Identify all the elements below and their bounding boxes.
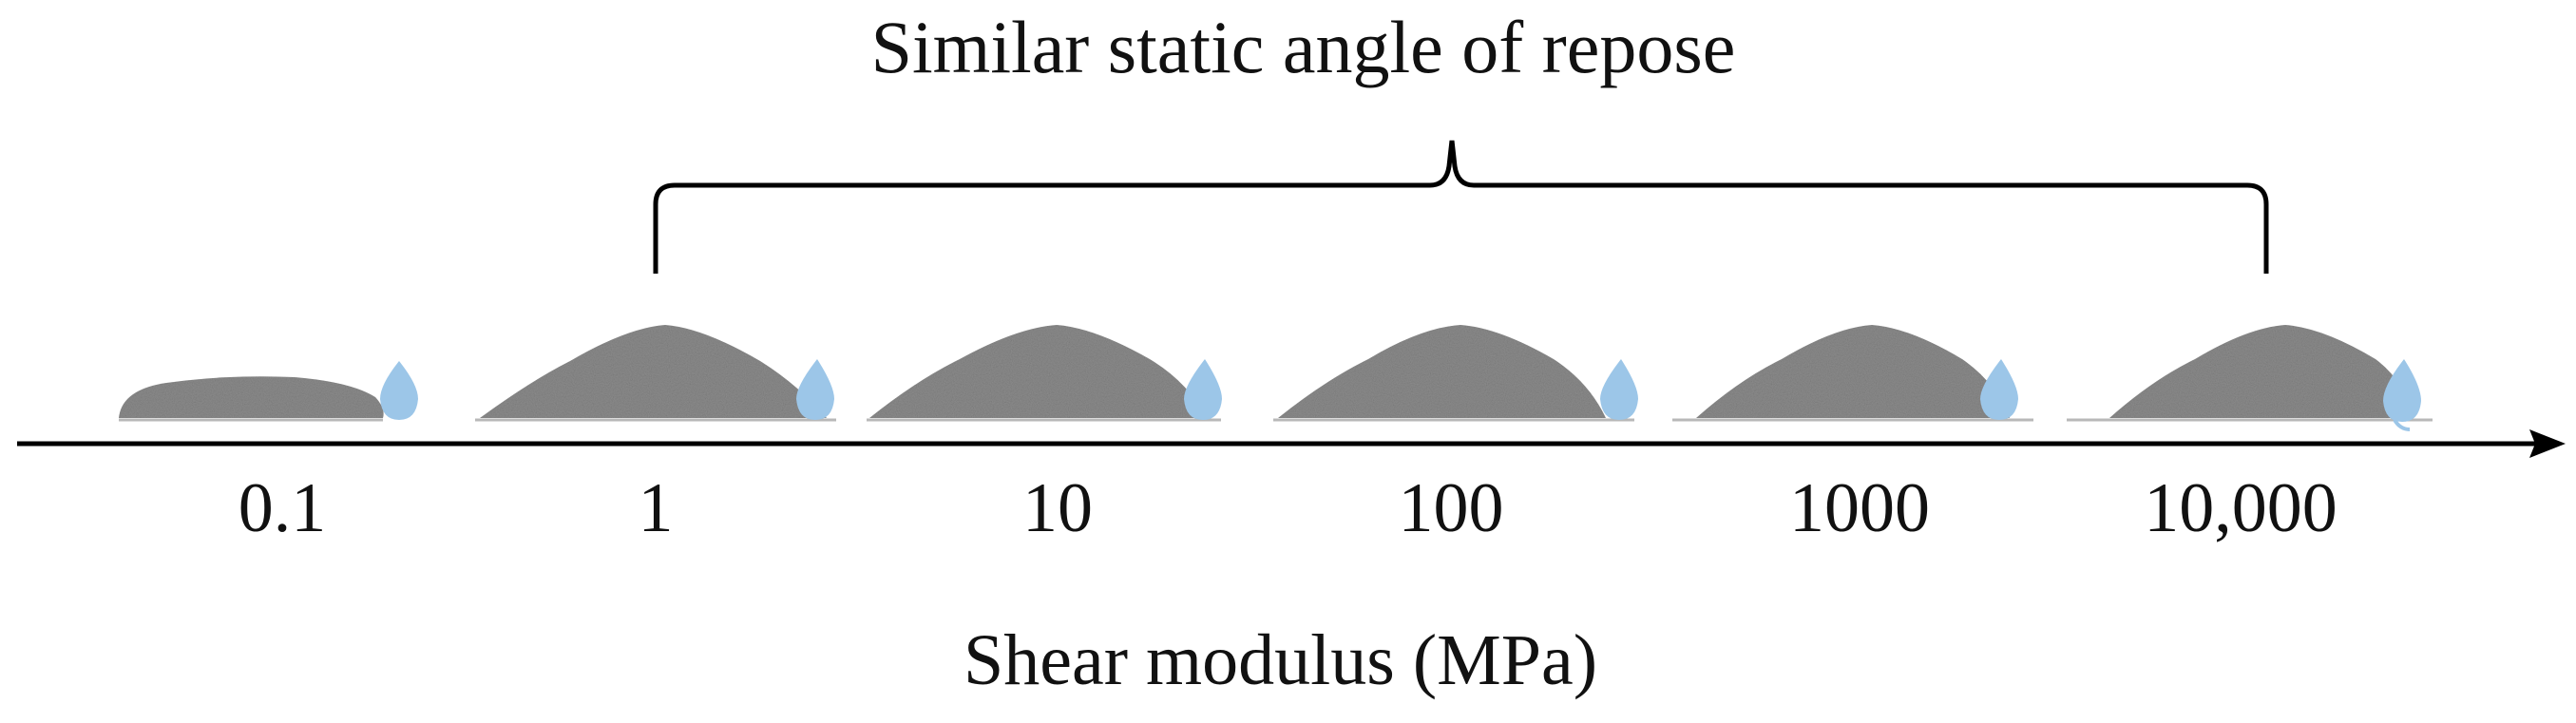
droplet-icon xyxy=(1980,359,2018,420)
tick-label-10000: 10,000 xyxy=(2144,469,2337,547)
droplet-icon xyxy=(2383,359,2421,422)
droplet-icon xyxy=(796,359,834,420)
pile-0.1 xyxy=(119,361,418,422)
pile-1000 xyxy=(1672,325,2033,422)
diagram-title: Similar static angle of repose xyxy=(870,6,1736,88)
tick-label-1: 1 xyxy=(638,469,674,547)
pile-10000 xyxy=(2067,325,2433,431)
droplet-icon xyxy=(1184,359,1222,420)
tick-label-1000: 1000 xyxy=(1789,469,1930,547)
droplet-icon xyxy=(1600,359,1638,420)
droplet-icon xyxy=(380,361,418,420)
pile-100 xyxy=(1273,325,1638,422)
tick-label-100: 100 xyxy=(1398,469,1504,547)
pile-1 xyxy=(475,325,836,422)
pile-10 xyxy=(867,325,1222,422)
tick-label-10: 10 xyxy=(1022,469,1093,547)
bracket xyxy=(653,140,2269,274)
axis-arrowhead xyxy=(2529,429,2566,458)
x-axis-label: Shear modulus (MPa) xyxy=(963,620,1598,700)
tick-label-0.1: 0.1 xyxy=(238,469,327,547)
